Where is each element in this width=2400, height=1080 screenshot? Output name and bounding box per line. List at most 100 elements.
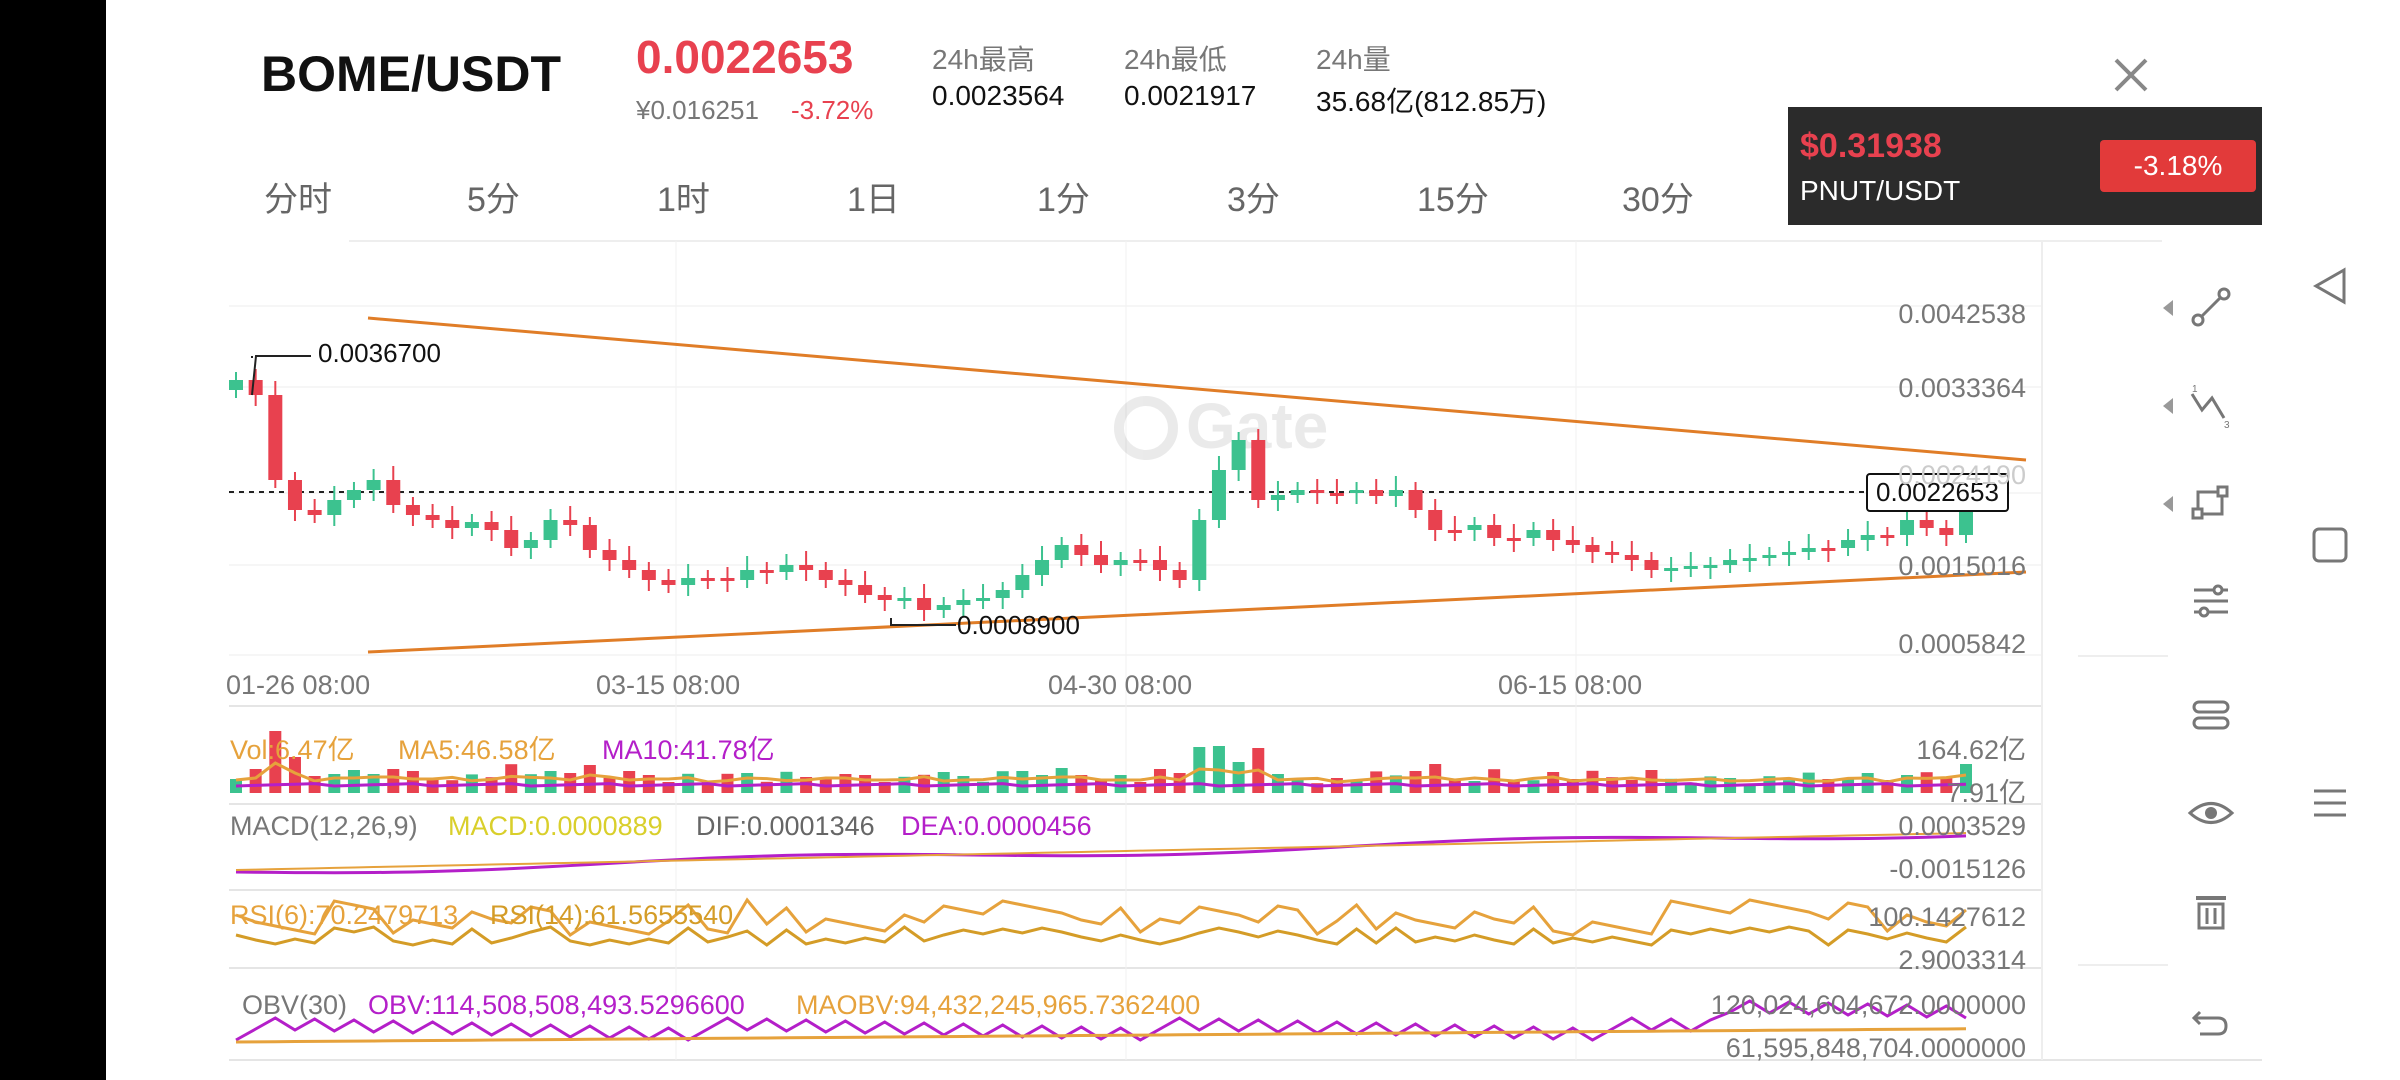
candle-body	[700, 578, 715, 581]
trash-icon[interactable]	[2186, 886, 2236, 936]
maobv-value-label: MAOBV:94,432,245,965.7362400	[796, 990, 1201, 1020]
obv-value-label: OBV:114,508,508,493.5296600	[368, 990, 745, 1020]
candle-body	[229, 380, 243, 390]
candle-body	[1762, 555, 1777, 558]
macd-dif-line	[235, 834, 1967, 875]
menu-lines-icon[interactable]	[2310, 783, 2350, 823]
current-price-tag: 0.0022653	[1866, 473, 2009, 512]
expand-caret-icon[interactable]	[2163, 398, 2173, 414]
close-icon[interactable]	[2106, 50, 2156, 100]
ticker-price: $0.31938	[1800, 127, 1942, 165]
volume-bar	[249, 769, 262, 793]
candle-body	[1526, 530, 1541, 538]
lower-trendline[interactable]	[367, 570, 2027, 654]
home-square-icon[interactable]	[2310, 525, 2350, 565]
candle-body	[1428, 510, 1443, 530]
low-marker-line	[890, 618, 956, 626]
x-axis-label: 06-15 08:00	[1498, 670, 1643, 700]
stat-label-high: 24h最高	[932, 44, 1035, 75]
rsi6-label: RSI(6):70.2479713	[230, 900, 459, 930]
candle-body	[1251, 440, 1266, 500]
ticker-popup[interactable]: $0.31938 PNUT/USDT -3.18%	[1788, 107, 2262, 225]
candle-body	[720, 578, 735, 581]
rsi14-label: RSI(14):61.5655540	[490, 900, 734, 930]
eye-icon[interactable]	[2186, 788, 2236, 838]
candle-body	[1329, 493, 1344, 496]
candle-body	[1054, 545, 1069, 560]
macd-axis-top: 0.0003529	[1898, 811, 2026, 841]
tab-timeframe-1h[interactable]: 1时	[657, 181, 710, 219]
volume-bar	[1743, 783, 1756, 793]
candle-body	[877, 595, 892, 600]
candle-body	[1546, 530, 1561, 540]
candle-body	[1113, 560, 1128, 565]
candle-body	[1782, 552, 1797, 555]
macd-dif-label: DIF:0.0001346	[696, 811, 875, 841]
candle-body	[1664, 568, 1679, 571]
candle-body	[661, 580, 676, 585]
volume-bar	[1684, 782, 1697, 793]
candle-body	[327, 500, 342, 515]
shape-tool-icon[interactable]	[2186, 478, 2236, 528]
candle-body	[1015, 575, 1030, 590]
volume-ma5-label: MA5:46.58亿	[398, 735, 556, 765]
x-axis-label: 03-15 08:00	[596, 670, 741, 700]
macd-dea-label: DEA:0.0000456	[901, 811, 1092, 841]
macd-dea-line	[235, 832, 1967, 871]
volume-bar	[1134, 782, 1147, 793]
tab-timeframe-1d[interactable]: 1日	[847, 181, 900, 219]
upper-trendline[interactable]	[367, 316, 2027, 462]
last-price: 0.0022653	[636, 31, 854, 83]
candle-body	[641, 570, 656, 580]
macd-name-label: MACD(12,26,9)	[230, 811, 418, 841]
candle-body	[1801, 548, 1816, 552]
candle-body	[759, 570, 774, 573]
candle-body	[602, 550, 617, 560]
candle-body	[1369, 490, 1384, 496]
candle-body	[818, 570, 833, 580]
undo-icon[interactable]	[2186, 996, 2236, 1046]
volume-bar	[1448, 780, 1461, 793]
line-tool-icon[interactable]	[2186, 282, 2236, 332]
y-axis-label: 0.0033364	[1898, 373, 2026, 403]
chart-canvas[interactable]: Gate	[106, 0, 2262, 1080]
gate-watermark: Gate	[1114, 390, 1328, 462]
y-axis-label: 0.0005842	[1898, 629, 2026, 659]
expand-caret-icon[interactable]	[2163, 496, 2173, 512]
tab-timeframe-line[interactable]: 分时	[264, 181, 332, 219]
ticker-change-badge: -3.18%	[2100, 140, 2256, 192]
candle-body	[858, 585, 873, 595]
macd-axis-bottom: -0.0015126	[1889, 854, 2026, 884]
tab-timeframe-30m[interactable]: 30分	[1622, 181, 1694, 219]
tab-timeframe-3m[interactable]: 3分	[1227, 181, 1280, 219]
obv-axis-bottom: 61,595,848,704.0000000	[1725, 1033, 2026, 1063]
volume-bar	[1802, 772, 1815, 793]
candle-body	[1172, 570, 1187, 580]
candle-body	[1487, 525, 1502, 538]
candle-body	[307, 510, 322, 515]
candle-body	[248, 380, 263, 395]
candle-body	[287, 480, 302, 510]
tab-timeframe-5m[interactable]: 5分	[467, 181, 520, 219]
candle-body	[1841, 540, 1856, 548]
tab-timeframe-1m[interactable]: 1分	[1037, 181, 1090, 219]
tab-timeframe-15m[interactable]: 15分	[1417, 181, 1489, 219]
link-tool-icon[interactable]	[2186, 690, 2236, 740]
stat-label-volume: 24h量	[1316, 44, 1391, 75]
settings-sliders-icon[interactable]	[2186, 576, 2236, 626]
back-triangle-icon[interactable]	[2310, 266, 2350, 306]
high-marker-line	[251, 355, 311, 396]
candle-body	[1703, 565, 1718, 568]
svg-text:1: 1	[2192, 384, 2198, 395]
volume-bar	[505, 764, 518, 793]
candle-body	[799, 565, 814, 570]
expand-caret-icon[interactable]	[2163, 300, 2173, 316]
volume-bar	[1153, 769, 1166, 793]
volume-bar	[1566, 779, 1579, 793]
candle-body	[1467, 525, 1482, 530]
volume-bar	[1311, 783, 1324, 793]
candle-body	[504, 530, 519, 548]
app-screen: BOME/USDT 0.0022653 ¥0.016251 -3.72% 24h…	[106, 0, 2262, 1080]
candle-body	[386, 480, 401, 505]
